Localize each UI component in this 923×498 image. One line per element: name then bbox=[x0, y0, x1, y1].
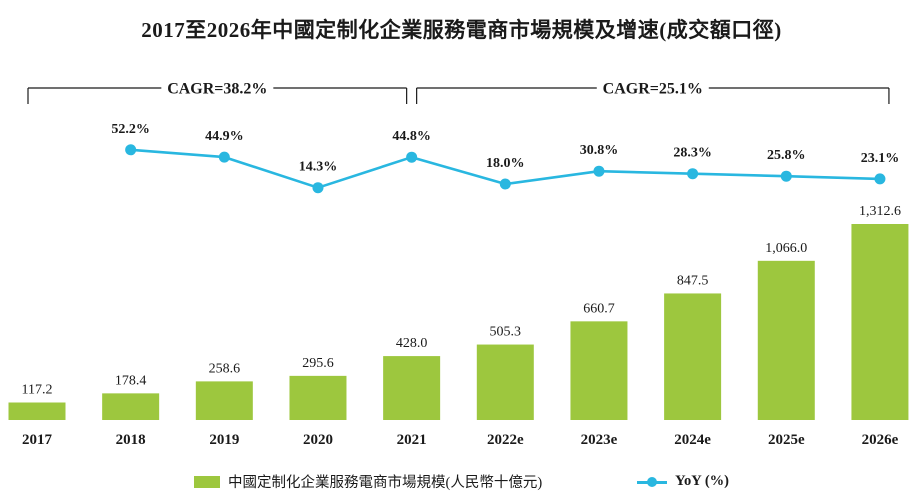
bar-value-label: 847.5 bbox=[677, 273, 709, 288]
x-axis-label: 2023e bbox=[581, 432, 618, 448]
cagr-label-mask bbox=[596, 78, 709, 98]
bar bbox=[851, 224, 909, 420]
bar bbox=[757, 260, 815, 420]
yoy-series-marker bbox=[637, 476, 668, 488]
chart-legend: 中國定制化企業服務電商市場規模(人民幣十億元) YoY (%) bbox=[0, 471, 923, 492]
x-axis-label: 2020 bbox=[303, 432, 333, 448]
x-axis-label: 2018 bbox=[116, 432, 146, 448]
bar bbox=[664, 293, 722, 420]
yoy-marker-dot-icon bbox=[647, 476, 658, 487]
x-axis-label: 2025e bbox=[768, 432, 805, 448]
yoy-value-label: 28.3% bbox=[673, 146, 712, 161]
yoy-value-label: 25.8% bbox=[767, 148, 806, 163]
yoy-value-label: 30.8% bbox=[580, 143, 619, 158]
bar bbox=[570, 321, 628, 420]
x-axis-label: 2022e bbox=[487, 432, 524, 448]
yoy-series-label: YoY (%) bbox=[675, 473, 729, 489]
yoy-value-label: 14.3% bbox=[299, 160, 338, 175]
x-axis-label: 2017 bbox=[22, 432, 53, 448]
cagr-label: CAGR=38.2% bbox=[167, 81, 267, 98]
yoy-point bbox=[125, 144, 137, 156]
cagr-label-mask bbox=[161, 78, 274, 98]
x-axis-label: 2019 bbox=[209, 432, 239, 448]
legend-market-size: 中國定制化企業服務電商市場規模(人民幣十億元) bbox=[194, 471, 542, 492]
yoy-value-label: 44.9% bbox=[205, 129, 244, 144]
legend-yoy: YoY (%) bbox=[637, 473, 729, 490]
bar-value-label: 1,066.0 bbox=[765, 241, 807, 256]
yoy-point bbox=[406, 151, 418, 163]
yoy-point bbox=[312, 182, 324, 194]
bar-value-label: 505.3 bbox=[490, 325, 522, 340]
bar-value-label: 428.0 bbox=[396, 336, 428, 351]
yoy-point bbox=[780, 170, 792, 182]
bar bbox=[289, 375, 347, 420]
bar bbox=[102, 393, 160, 420]
bar-value-label: 295.6 bbox=[302, 356, 334, 371]
bar-value-label: 117.2 bbox=[22, 382, 53, 397]
bar-value-label: 660.7 bbox=[583, 301, 615, 316]
bar-value-label: 258.6 bbox=[209, 361, 241, 376]
chart-title: 2017至2026年中國定制化企業服務電商市場規模及增速(成交額口徑) bbox=[141, 18, 782, 42]
x-axis-label: 2026e bbox=[862, 432, 899, 448]
bar-series-label: 中國定制化企業服務電商市場規模(人民幣十億元) bbox=[228, 475, 543, 491]
yoy-point bbox=[874, 173, 886, 185]
yoy-value-label: 44.8% bbox=[392, 129, 431, 144]
cagr-label: CAGR=25.1% bbox=[603, 81, 703, 98]
yoy-value-label: 52.2% bbox=[111, 122, 150, 137]
yoy-point bbox=[499, 178, 511, 190]
yoy-point bbox=[593, 165, 605, 177]
yoy-point bbox=[218, 151, 230, 163]
x-axis-label: 2024e bbox=[674, 432, 711, 448]
bar-value-label: 178.4 bbox=[115, 373, 147, 388]
yoy-value-label: 23.1% bbox=[861, 151, 900, 166]
bar bbox=[8, 402, 66, 420]
yoy-value-label: 18.0% bbox=[486, 156, 525, 171]
bar bbox=[476, 344, 534, 420]
bar bbox=[195, 381, 253, 420]
yoy-point bbox=[687, 168, 699, 180]
bar-value-label: 1,312.6 bbox=[859, 204, 901, 219]
bar-series-swatch bbox=[194, 475, 220, 488]
bar bbox=[383, 356, 441, 420]
x-axis-label: 2021 bbox=[397, 432, 427, 448]
combo-chart-canvas: 117.2 178.4 258.6 295.6 428.0 505.3 660.7 847.5… bbox=[8, 78, 909, 448]
